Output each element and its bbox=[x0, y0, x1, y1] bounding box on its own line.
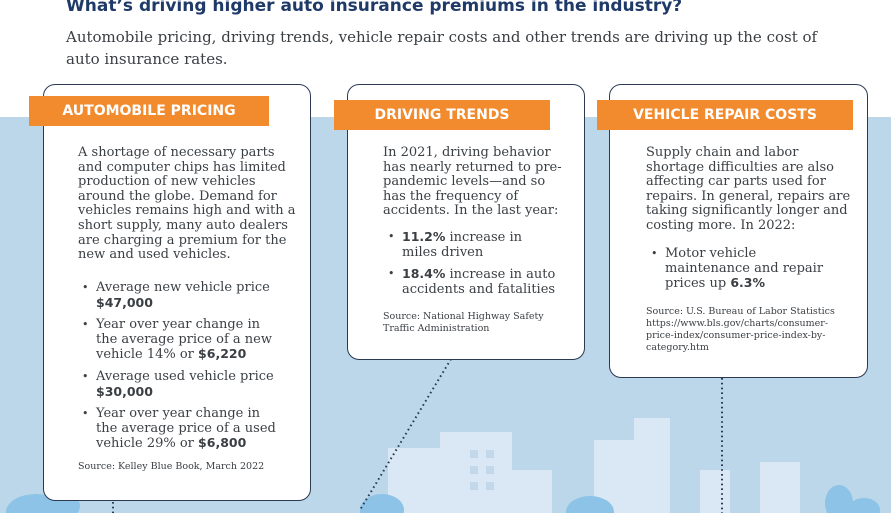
driving-trends-body: In 2021, driving behavior has nearly ret… bbox=[383, 145, 562, 219]
vehicle-repair-costs-tab: VEHICLE REPAIR COSTS bbox=[597, 100, 853, 130]
highlight-value: 11.2% bbox=[402, 229, 446, 244]
highlight-value: 18.4% bbox=[402, 266, 446, 282]
vehicle-repair-costs-bullets: Motor vehicle maintenance and repair pri… bbox=[647, 246, 825, 299]
highlight-value: $47,000 bbox=[96, 294, 153, 310]
list-item: Average new vehicle price $47,000 bbox=[78, 280, 284, 311]
list-item: 11.2% increase in miles driven bbox=[384, 229, 560, 260]
intro-paragraph: Automobile pricing, driving trends, vehi… bbox=[66, 28, 818, 68]
automobile-pricing-body: A shortage of necessary parts and comput… bbox=[78, 145, 296, 263]
driving-trends-tab: DRIVING TRENDS bbox=[334, 100, 550, 130]
driving-trends-source: Source: National Highway Safety Traffic … bbox=[383, 311, 544, 334]
list-item: Average used vehicle price $30,000 bbox=[78, 369, 284, 400]
vehicle-repair-costs-card bbox=[609, 84, 868, 378]
driving-trends-bullets: 11.2% increase in miles driven 18.4% inc… bbox=[384, 229, 560, 304]
vehicle-repair-costs-source: Source: U.S. Bureau of Labor Statistics … bbox=[646, 306, 835, 353]
list-item: Year over year change in the average pri… bbox=[78, 317, 284, 363]
list-item: Motor vehicle maintenance and repair pri… bbox=[647, 246, 825, 292]
automobile-pricing-bullets: Average new vehicle price $47,000 Year o… bbox=[78, 280, 284, 459]
highlight-value: $6,220 bbox=[198, 346, 247, 362]
highlight-value: $30,000 bbox=[96, 383, 153, 399]
list-item: 18.4% increase in auto accidents and fat… bbox=[384, 266, 560, 297]
highlight-value: $6,800 bbox=[198, 435, 247, 451]
highlight-value: 6.3% bbox=[730, 275, 765, 291]
automobile-pricing-tab: AUTOMOBILE PRICING bbox=[29, 96, 269, 126]
list-item: Year over year change in the average pri… bbox=[78, 406, 284, 452]
page-headline: What’s driving higher auto insurance pre… bbox=[66, 0, 683, 16]
vehicle-repair-costs-body: Supply chain and labor shortage difficul… bbox=[646, 145, 851, 233]
driving-trends-card bbox=[347, 84, 585, 360]
automobile-pricing-source: Source: Kelley Blue Book, March 2022 bbox=[78, 461, 265, 472]
